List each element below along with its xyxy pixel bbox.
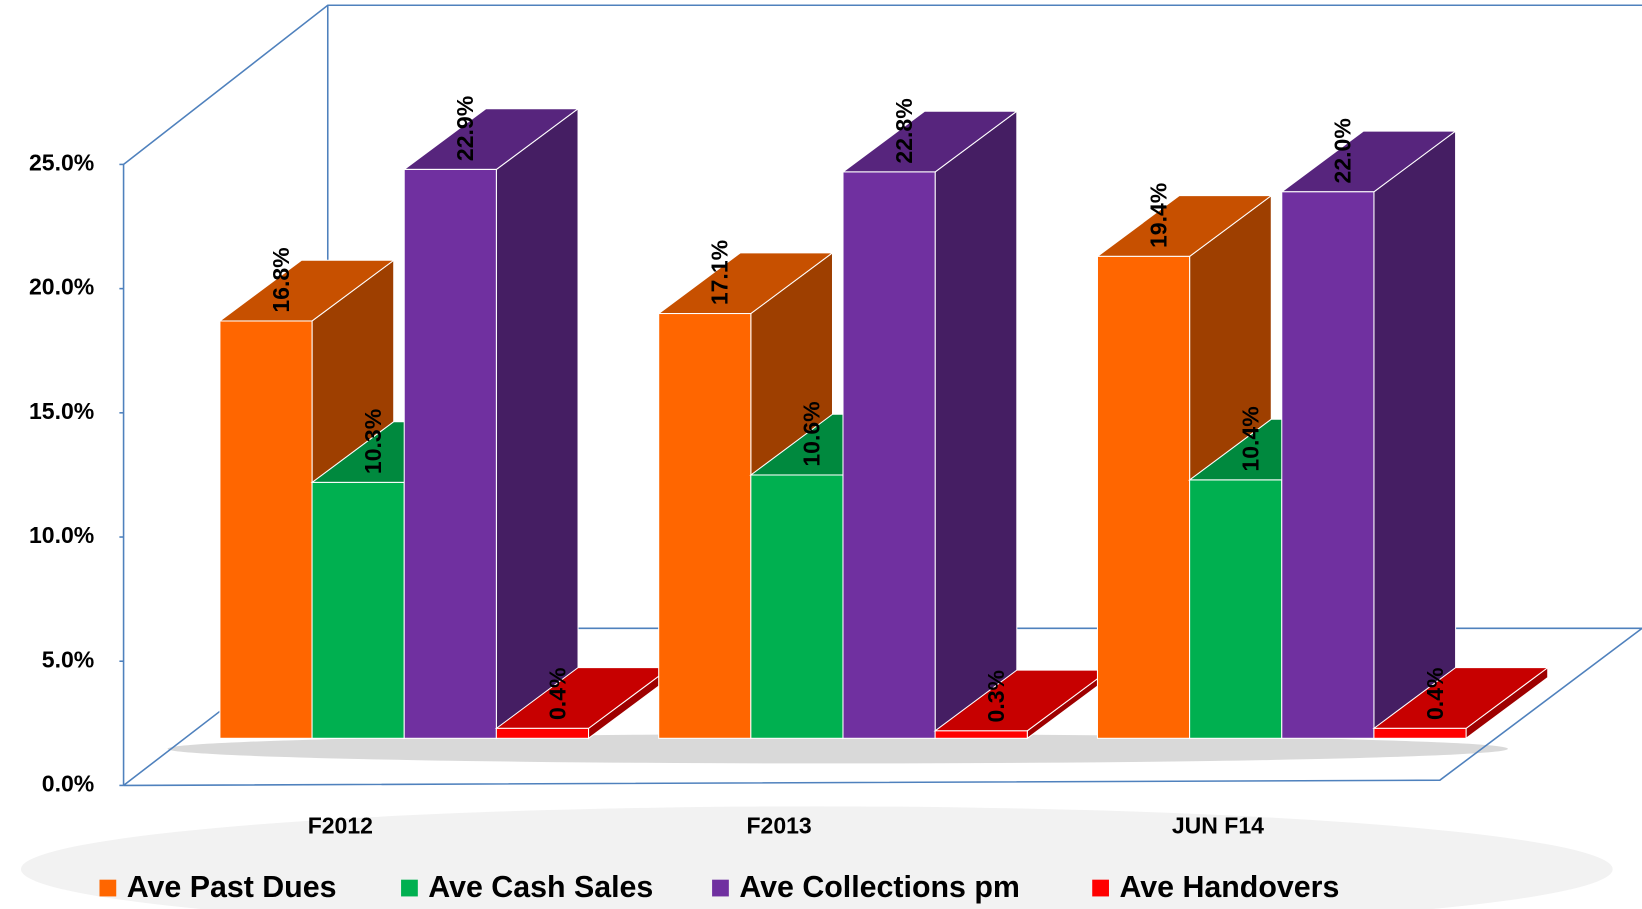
value-label: 22.8% xyxy=(891,98,917,163)
wall-edge xyxy=(122,4,1642,786)
bar xyxy=(403,168,497,739)
value-label: 22.0% xyxy=(1330,118,1356,183)
legend-swatch xyxy=(401,879,418,897)
bar-side xyxy=(1373,130,1457,740)
y-tick-label: 25.0% xyxy=(29,149,94,175)
legend-swatch xyxy=(1092,879,1109,897)
x-tick-label: JUN F14 xyxy=(1172,812,1264,838)
bar xyxy=(750,474,844,739)
value-label: 16.8% xyxy=(268,247,294,312)
legend-swatch xyxy=(712,879,729,897)
y-tick-label: 0.0% xyxy=(42,771,94,797)
value-label: 22.9% xyxy=(452,96,478,161)
bar xyxy=(311,481,405,739)
legend-swatch xyxy=(99,879,117,897)
legend-label: Ave Handovers xyxy=(1119,871,1339,904)
value-label: 0.3% xyxy=(983,670,1009,722)
bar xyxy=(1096,255,1191,739)
bar xyxy=(1373,727,1467,739)
value-label: 10.4% xyxy=(1238,406,1264,471)
value-label: 0.4% xyxy=(544,668,570,720)
bar-shadow xyxy=(167,734,1508,764)
y-tick-label: 20.0% xyxy=(29,274,94,300)
x-tick-label: F2012 xyxy=(308,812,373,838)
y-tick-label: 5.0% xyxy=(42,646,94,672)
bar xyxy=(1189,479,1283,739)
value-label: 10.6% xyxy=(799,401,825,466)
bar xyxy=(1281,191,1375,739)
bar xyxy=(934,730,1028,739)
bar-side xyxy=(934,110,1018,740)
value-label: 0.4% xyxy=(1422,668,1448,720)
bar xyxy=(658,313,752,739)
value-label: 17.1% xyxy=(707,240,733,305)
legend-label: Ave Past Dues xyxy=(127,871,337,904)
value-label: 10.3% xyxy=(360,409,386,474)
bar xyxy=(842,171,936,739)
x-tick-label: F2013 xyxy=(746,812,811,838)
legend-label: Ave Collections pm xyxy=(739,871,1020,904)
bar-side xyxy=(495,107,579,740)
y-tick-label: 10.0% xyxy=(29,522,94,548)
value-label: 19.4% xyxy=(1145,183,1171,248)
legend-label: Ave Cash Sales xyxy=(428,871,653,904)
background-decor xyxy=(21,734,1613,909)
y-tick-label: 15.0% xyxy=(29,398,94,424)
floor-swoosh xyxy=(21,806,1613,909)
bar xyxy=(219,320,313,739)
bar xyxy=(495,727,590,739)
